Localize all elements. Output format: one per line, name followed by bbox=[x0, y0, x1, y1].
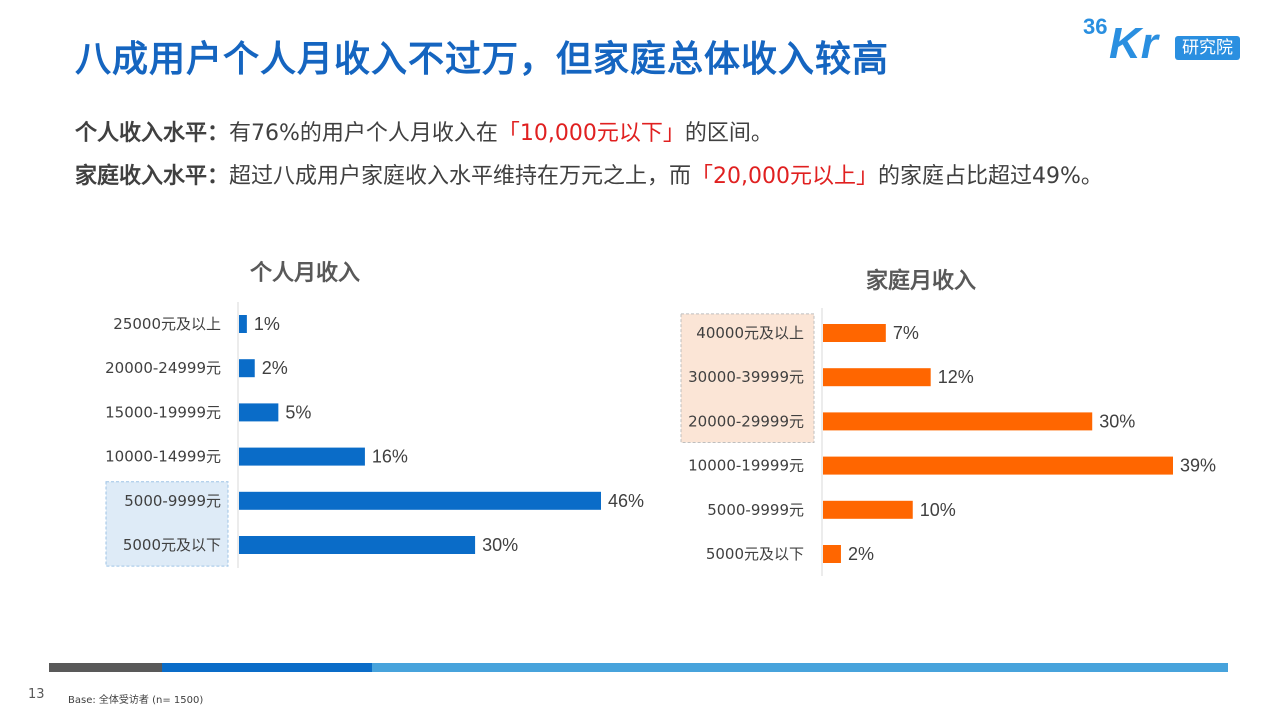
personal-category-label: 25000元及以上 bbox=[113, 315, 221, 333]
personal-category-label: 20000-24999元 bbox=[105, 359, 221, 377]
family-category-label: 20000-29999元 bbox=[688, 412, 804, 430]
family-value-label: 7% bbox=[893, 323, 919, 343]
page-number: 13 bbox=[28, 687, 45, 702]
personal-bar bbox=[239, 491, 601, 510]
summary-label: 家庭收入水平： bbox=[75, 164, 230, 189]
summary-text: 的区间。 bbox=[684, 121, 773, 146]
family-highlight-box bbox=[680, 313, 815, 443]
family-category-label: 5000-9999元 bbox=[707, 501, 804, 519]
summary-highlight: 「10,000元以下」 bbox=[497, 121, 685, 146]
personal-value-label: 16% bbox=[372, 447, 408, 467]
family-value-label: 39% bbox=[1180, 456, 1216, 476]
family-value-label: 30% bbox=[1099, 411, 1135, 431]
summary-text: 超过八成用户家庭收入水平维持在万元之上，而 bbox=[229, 164, 692, 189]
personal-value-label: 2% bbox=[262, 358, 288, 378]
base-note: Base: 全体受访者 (n= 1500) bbox=[68, 695, 204, 706]
family-bar bbox=[823, 324, 886, 342]
logo: 36 Kr 研究院 bbox=[1083, 14, 1261, 70]
personal-category-label: 5000元及以下 bbox=[123, 536, 221, 554]
logo-kr: Kr bbox=[1109, 19, 1158, 68]
family-category-label: 10000-19999元 bbox=[688, 457, 804, 475]
personal-value-label: 46% bbox=[608, 491, 644, 511]
personal-value-label: 5% bbox=[285, 402, 311, 422]
footer-bar-segment bbox=[372, 663, 1228, 672]
family-bar bbox=[823, 500, 913, 519]
personal-category-label: 10000-14999元 bbox=[105, 448, 221, 466]
summary-text: 有76%的用户个人月收入在 bbox=[229, 121, 498, 146]
personal-bar bbox=[239, 403, 279, 422]
summary-highlight: 「20,000元以上」 bbox=[691, 164, 879, 189]
personal-bar bbox=[239, 315, 247, 333]
summary-line-family: 家庭收入水平：超过八成用户家庭收入水平维持在万元之上，而「20,000元以上」的… bbox=[75, 158, 1103, 190]
footer-bar-segment bbox=[162, 663, 372, 672]
personal-bar bbox=[239, 359, 255, 378]
personal-bar bbox=[239, 536, 476, 554]
personal-value-label: 1% bbox=[254, 314, 280, 334]
personal-category-label: 5000-9999元 bbox=[124, 492, 221, 510]
summary-label: 个人收入水平： bbox=[75, 121, 230, 146]
family-chart-title: 家庭月收入 bbox=[866, 269, 977, 294]
family-category-label: 5000元及以下 bbox=[706, 545, 804, 563]
personal-category-label: 15000-19999元 bbox=[105, 403, 221, 421]
family-category-label: 40000元及以上 bbox=[696, 324, 804, 342]
family-value-label: 12% bbox=[938, 367, 974, 387]
page-title: 八成用户个人月收入不过万，但家庭总体收入较高 bbox=[75, 39, 890, 80]
family-value-label: 10% bbox=[920, 500, 956, 520]
summary-line-personal: 个人收入水平：有76%的用户个人月收入在「10,000元以下」的区间。 bbox=[75, 115, 773, 147]
summary-text: 的家庭占比超过49%。 bbox=[878, 164, 1103, 189]
family-bar bbox=[823, 545, 841, 563]
personal-value-label: 30% bbox=[482, 535, 518, 555]
family-category-label: 30000-39999元 bbox=[688, 368, 804, 386]
personal-bar bbox=[239, 447, 365, 466]
footer-bar-segment bbox=[49, 663, 162, 672]
family-value-label: 2% bbox=[848, 544, 874, 564]
personal-chart-title: 个人月收入 bbox=[250, 261, 361, 286]
family-bar bbox=[823, 412, 1093, 431]
family-bar bbox=[823, 456, 1173, 475]
logo-number: 36 bbox=[1083, 14, 1108, 39]
family-bar bbox=[823, 368, 931, 387]
logo-tag: 研究院 bbox=[1175, 36, 1240, 60]
personal-highlight-box bbox=[105, 481, 229, 567]
